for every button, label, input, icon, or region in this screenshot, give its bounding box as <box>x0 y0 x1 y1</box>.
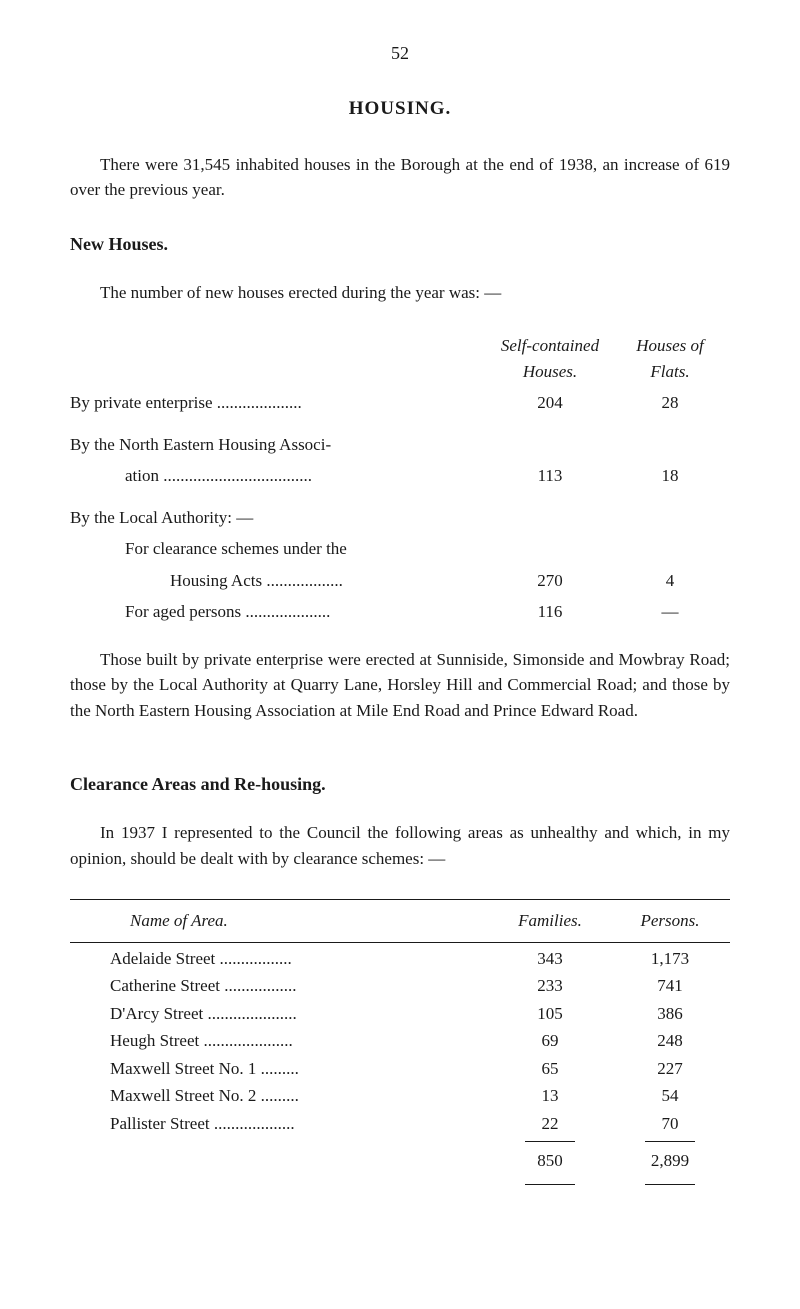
table-row: Maxwell Street No. 1 ......... 65 227 <box>70 1055 730 1083</box>
ct-families: 22 <box>490 1111 610 1137</box>
table-row: D'Arcy Street ..................... 105 … <box>70 1000 730 1028</box>
nh-row-northeastern-1: By the North Eastern Housing Associ- <box>70 432 730 458</box>
intro-paragraph: There were 31,545 inhabited houses in th… <box>70 152 730 203</box>
nh-col2-h2: Flats. <box>650 362 689 381</box>
ct-header-name: Name of Area. <box>70 908 490 934</box>
sum-rule <box>645 1141 695 1142</box>
ct-name: D'Arcy Street ..................... <box>70 1001 490 1027</box>
ct-families: 65 <box>490 1056 610 1082</box>
nh-col2-h1: Houses of <box>636 336 704 355</box>
table-rule <box>70 899 730 900</box>
sum-rule <box>645 1184 695 1185</box>
ct-families: 69 <box>490 1028 610 1054</box>
ct-name: Pallister Street ................... <box>70 1111 490 1137</box>
nh-val: 4 <box>610 568 730 594</box>
nh-label: ation ..................................… <box>70 463 490 489</box>
new-houses-table: Self-contained Houses. Houses of Flats. … <box>70 333 730 625</box>
nh-label: By the North Eastern Housing Associ- <box>70 432 490 458</box>
nh-label: For clearance schemes under the <box>70 536 490 562</box>
sum-rule <box>525 1184 575 1185</box>
nh-val: 28 <box>610 390 730 416</box>
ct-families: 13 <box>490 1083 610 1109</box>
ct-total-families: 850 <box>490 1148 610 1174</box>
sum-rule <box>525 1141 575 1142</box>
clearance-lead: In 1937 I represented to the Council the… <box>70 820 730 871</box>
page-number: 52 <box>70 40 730 67</box>
ct-total-row: 850 2,899 <box>70 1142 730 1180</box>
ct-name: Heugh Street ..................... <box>70 1028 490 1054</box>
nh-row-clearance-2: Housing Acts .................. 270 4 <box>70 568 730 594</box>
ct-families: 343 <box>490 946 610 972</box>
nh-label: For aged persons .................... <box>70 599 490 625</box>
table-row: Adelaide Street ................. 343 1,… <box>70 945 730 973</box>
ct-sum-rule-row <box>70 1184 730 1185</box>
nh-header-row: Self-contained Houses. Houses of Flats. <box>70 333 730 384</box>
nh-row-local-auth: By the Local Authority: — <box>70 505 730 531</box>
table-rule <box>70 942 730 943</box>
nh-row-northeastern-2: ation ..................................… <box>70 463 730 489</box>
nh-val: 116 <box>490 599 610 625</box>
ct-sum-rule-row <box>70 1141 730 1142</box>
main-title: HOUSING. <box>70 95 730 124</box>
nh-col1-h2: Houses. <box>523 362 577 381</box>
nh-col2-header: Houses of Flats. <box>610 333 730 384</box>
nh-val: — <box>610 599 730 625</box>
nh-row-private: By private enterprise ..................… <box>70 390 730 416</box>
new-houses-heading: New Houses. <box>70 231 730 258</box>
nh-val: 270 <box>490 568 610 594</box>
nh-val: 204 <box>490 390 610 416</box>
nh-col1-h1: Self-contained <box>501 336 599 355</box>
table-row: Heugh Street ..................... 69 24… <box>70 1027 730 1055</box>
ct-name: Adelaide Street ................. <box>70 946 490 972</box>
table-row: Maxwell Street No. 2 ......... 13 54 <box>70 1082 730 1110</box>
nh-label: By the Local Authority: — <box>70 505 490 531</box>
ct-name: Maxwell Street No. 2 ......... <box>70 1083 490 1109</box>
nh-row-clearance-1: For clearance schemes under the <box>70 536 730 562</box>
ct-persons: 70 <box>610 1111 730 1137</box>
nh-val: 18 <box>610 463 730 489</box>
ct-persons: 54 <box>610 1083 730 1109</box>
nh-row-aged: For aged persons .................... 11… <box>70 599 730 625</box>
ct-persons: 386 <box>610 1001 730 1027</box>
ct-header-row: Name of Area. Families. Persons. <box>70 902 730 940</box>
ct-total-persons: 2,899 <box>610 1148 730 1174</box>
nh-val: 113 <box>490 463 610 489</box>
clearance-heading: Clearance Areas and Re-housing. <box>70 771 730 798</box>
table-row: Pallister Street ................... 22 … <box>70 1110 730 1138</box>
ct-persons: 227 <box>610 1056 730 1082</box>
ct-persons: 248 <box>610 1028 730 1054</box>
new-houses-closing: Those built by private enterprise were e… <box>70 647 730 724</box>
nh-col1-header: Self-contained Houses. <box>490 333 610 384</box>
ct-families: 233 <box>490 973 610 999</box>
table-row: Catherine Street ................. 233 7… <box>70 972 730 1000</box>
ct-persons: 741 <box>610 973 730 999</box>
clearance-table: Name of Area. Families. Persons. Adelaid… <box>70 899 730 1185</box>
nh-label: Housing Acts .................. <box>70 568 490 594</box>
ct-persons: 1,173 <box>610 946 730 972</box>
ct-families: 105 <box>490 1001 610 1027</box>
nh-label: By private enterprise ..................… <box>70 390 490 416</box>
ct-header-persons: Persons. <box>610 908 730 934</box>
new-houses-lead: The number of new houses erected during … <box>70 280 730 306</box>
ct-name: Maxwell Street No. 1 ......... <box>70 1056 490 1082</box>
ct-name: Catherine Street ................. <box>70 973 490 999</box>
ct-header-families: Families. <box>490 908 610 934</box>
